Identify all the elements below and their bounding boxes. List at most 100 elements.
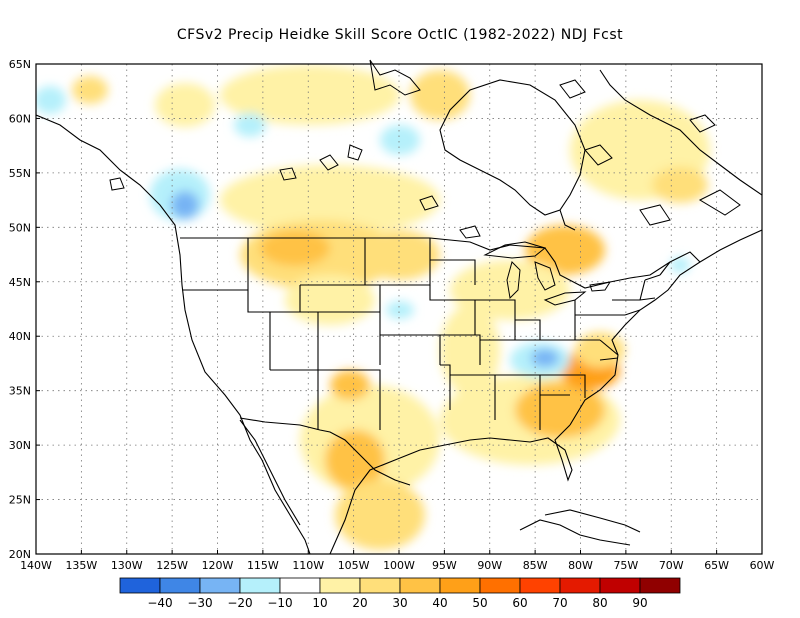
shade-quebec-orange [652, 167, 708, 203]
island-12 [559, 79, 586, 99]
shade-north-canada-yellow [220, 65, 400, 125]
shade-kentucky-blue [531, 349, 559, 367]
island-5 [689, 114, 716, 133]
lat-tick-label: 65N [9, 58, 31, 71]
hudson-bay-coastline [439, 79, 586, 216]
colorbar-swatch [239, 577, 281, 594]
shade-mexico-yellow [335, 480, 425, 550]
lon-tick-label: 100W [383, 559, 415, 572]
colorbar-swatch [159, 577, 201, 594]
lat-tick-label: 45N [9, 276, 31, 289]
colorbar-label: 60 [512, 596, 527, 610]
lake-ontario [589, 281, 611, 292]
shade-nunavut-yellow [410, 70, 470, 120]
us-canada-border [180, 237, 701, 289]
colorbar-label: 70 [552, 596, 567, 610]
island-1 [369, 59, 421, 96]
lon-tick-label: 115W [247, 559, 279, 572]
island-2 [319, 154, 339, 171]
island-8 [639, 204, 671, 226]
lon-tick-label: 120W [202, 559, 234, 572]
latitude-tick-labels: 65N 60N 55N 50N 45N 40N 35N 30N 25N 20N [9, 58, 40, 561]
us-mexico-border [239, 417, 411, 486]
lake-huron [534, 261, 556, 291]
lon-tick-label: 135W [65, 559, 97, 572]
colorbar-swatch [519, 577, 561, 594]
gulf-coastline [329, 424, 573, 554]
lon-tick-label: 80W [568, 559, 593, 572]
james-bay-coastline [559, 209, 576, 231]
lon-tick-label: 60W [750, 559, 775, 572]
shade-prairies-yellow [220, 165, 440, 235]
mexico-gulf-coastline [519, 519, 631, 546]
shade-mississippi-yellow [440, 305, 500, 395]
shade-arctic-blue [380, 125, 420, 155]
colorbar-swatch [399, 577, 441, 594]
colorbar-swatch [119, 577, 161, 594]
lon-tick-label: 90W [477, 559, 502, 572]
lon-tick-label: 70W [659, 559, 684, 572]
island-7 [279, 167, 297, 181]
state-lines-east [599, 261, 671, 361]
island-9 [698, 189, 741, 216]
shade-iowa-blue [386, 301, 414, 319]
colorbar-swatch [359, 577, 401, 594]
colorbar-swatch [279, 577, 321, 594]
coastline-outlines [36, 69, 762, 554]
lat-tick-label: 20N [9, 548, 31, 561]
shade-southeast-orange [515, 382, 605, 438]
colorbar-label: 90 [632, 596, 647, 610]
state-borders [180, 237, 701, 486]
colorbar-label: −10 [267, 596, 292, 610]
pacific-coastline [36, 114, 311, 554]
shade-newmexico-yellow [330, 370, 370, 400]
colorbar-label: 20 [352, 596, 367, 610]
longitude-tick-labels: 140W 135W 130W 125W 120W 115W 110W 105W 100W 95W 9… [20, 550, 775, 572]
shade-ontario-orange [525, 225, 605, 275]
lat-lon-grid [36, 64, 762, 554]
shade-alaska-blue [36, 86, 66, 114]
lake-erie [543, 291, 587, 306]
island-4 [584, 144, 613, 166]
shade-greatlakes-yellow [450, 260, 570, 320]
colorbar-label: 30 [392, 596, 407, 610]
labrador-coastline [599, 69, 762, 196]
colorbar-swatch [319, 577, 361, 594]
colorbar-label: 10 [312, 596, 327, 610]
colorbar-label: −30 [187, 596, 212, 610]
lon-tick-label: 140W [20, 559, 52, 572]
lon-tick-label: 130W [111, 559, 143, 572]
colorbar-swatch [559, 577, 601, 594]
lon-tick-label: 75W [613, 559, 638, 572]
shade-maine-blue [670, 257, 690, 273]
state-lines-central [429, 259, 625, 430]
lat-tick-label: 30N [9, 439, 31, 452]
lat-tick-label: 35N [9, 385, 31, 398]
colorbar-swatch [479, 577, 521, 594]
lat-tick-label: 55N [9, 167, 31, 180]
lon-tick-label: 95W [432, 559, 457, 572]
lake-michigan [506, 261, 521, 300]
colorbar-label: −40 [147, 596, 172, 610]
lat-tick-label: 60N [9, 112, 31, 125]
colorbar-label: 50 [472, 596, 487, 610]
lat-tick-label: 25N [9, 494, 31, 507]
island-6 [419, 195, 439, 211]
chart-title: CFSv2 Precip Heidke Skill Score OctIC (1… [176, 27, 624, 43]
lat-tick-label: 40N [9, 330, 31, 343]
colorbar-swatch [199, 577, 241, 594]
shade-dakotas-yellow [360, 230, 440, 280]
colorbar-label: −20 [227, 596, 252, 610]
colorbar-swatch [599, 577, 641, 594]
colorbar-swatch [639, 577, 681, 594]
lon-tick-label: 65W [704, 559, 729, 572]
island-10 [109, 177, 125, 191]
shade-alaska-yellow [72, 76, 108, 104]
cuba-coastline [544, 509, 641, 533]
lat-tick-label: 50N [9, 221, 31, 234]
island-11 [459, 225, 481, 239]
great-lakes [483, 241, 611, 306]
lon-tick-label: 85W [523, 559, 548, 572]
shade-bc-blue [171, 191, 199, 219]
